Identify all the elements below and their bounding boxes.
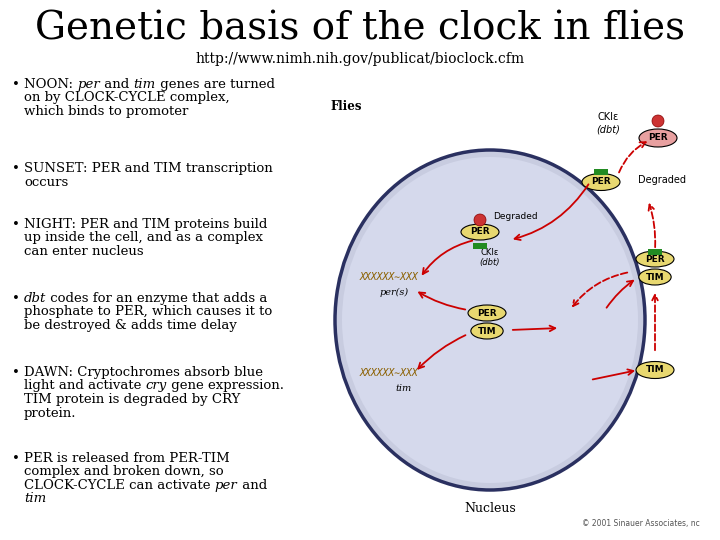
Text: •: • xyxy=(12,78,20,91)
Text: gene expression.: gene expression. xyxy=(167,380,284,393)
Text: Flies: Flies xyxy=(330,100,361,113)
Text: Nucleus: Nucleus xyxy=(464,502,516,515)
Text: TIM: TIM xyxy=(646,366,665,375)
Text: Genetic basis of the clock in flies: Genetic basis of the clock in flies xyxy=(35,10,685,47)
Text: can enter nucleus: can enter nucleus xyxy=(24,245,143,258)
Text: NOON:: NOON: xyxy=(24,78,77,91)
Ellipse shape xyxy=(636,251,674,267)
Text: TIM: TIM xyxy=(646,273,665,281)
Text: PER: PER xyxy=(477,308,497,318)
Text: tim: tim xyxy=(24,492,46,505)
Text: tim: tim xyxy=(133,78,156,91)
Ellipse shape xyxy=(342,157,638,483)
Text: SUNSET: PER and TIM transcription: SUNSET: PER and TIM transcription xyxy=(24,162,273,175)
Ellipse shape xyxy=(471,323,503,339)
Text: PER: PER xyxy=(591,178,611,186)
Text: phosphate to PER, which causes it to: phosphate to PER, which causes it to xyxy=(24,306,272,319)
Text: up inside the cell, and as a complex: up inside the cell, and as a complex xyxy=(24,232,263,245)
Text: •: • xyxy=(12,292,20,305)
Ellipse shape xyxy=(468,305,506,321)
Text: XXXXXX∼XXX: XXXXXX∼XXX xyxy=(360,272,419,282)
Text: on by CLOCK-CYCLE complex,: on by CLOCK-CYCLE complex, xyxy=(24,91,230,105)
Bar xyxy=(473,243,487,249)
Ellipse shape xyxy=(639,269,671,285)
Text: genes are turned: genes are turned xyxy=(156,78,275,91)
Text: and: and xyxy=(238,479,266,492)
Text: Degraded: Degraded xyxy=(492,212,537,221)
Text: PER is released from PER-TIM: PER is released from PER-TIM xyxy=(24,452,230,465)
Text: Degraded: Degraded xyxy=(638,175,686,185)
Text: tim: tim xyxy=(395,384,411,393)
Text: protein.: protein. xyxy=(24,407,76,420)
Circle shape xyxy=(652,115,664,127)
Text: •: • xyxy=(12,162,20,175)
Text: light and activate: light and activate xyxy=(24,380,145,393)
Text: TIM: TIM xyxy=(477,327,496,335)
Text: TIM protein is degraded by CRY: TIM protein is degraded by CRY xyxy=(24,393,240,406)
Text: NIGHT: PER and TIM proteins build: NIGHT: PER and TIM proteins build xyxy=(24,218,267,231)
Text: PER: PER xyxy=(645,254,665,264)
Text: codes for an enzyme that adds a: codes for an enzyme that adds a xyxy=(46,292,268,305)
Text: occurs: occurs xyxy=(24,176,68,188)
Circle shape xyxy=(474,214,486,226)
Bar xyxy=(648,249,662,255)
Text: CLOCK-CYCLE can activate: CLOCK-CYCLE can activate xyxy=(24,479,215,492)
Text: be destroyed & adds time delay: be destroyed & adds time delay xyxy=(24,319,237,332)
Text: CKIε: CKIε xyxy=(481,248,499,257)
Ellipse shape xyxy=(461,224,499,240)
Text: http://www.nimh.nih.gov/publicat/bioclock.cfm: http://www.nimh.nih.gov/publicat/biocloc… xyxy=(195,52,525,66)
Text: © 2001 Sinauer Associates, nc: © 2001 Sinauer Associates, nc xyxy=(582,519,700,528)
Text: •: • xyxy=(12,452,20,465)
Text: CKIε: CKIε xyxy=(598,112,618,122)
Text: •: • xyxy=(12,218,20,231)
Ellipse shape xyxy=(582,173,620,191)
Bar xyxy=(594,169,608,175)
Text: complex and broken down, so: complex and broken down, so xyxy=(24,465,224,478)
Text: cry: cry xyxy=(145,380,167,393)
Ellipse shape xyxy=(639,129,677,147)
Text: •: • xyxy=(12,366,20,379)
Text: (dbt): (dbt) xyxy=(596,124,620,134)
Text: PER: PER xyxy=(470,227,490,237)
Text: and: and xyxy=(100,78,133,91)
Text: dbt: dbt xyxy=(24,292,46,305)
Text: per: per xyxy=(77,78,100,91)
Text: XXXXXX∼XXX: XXXXXX∼XXX xyxy=(360,368,419,378)
Text: PER: PER xyxy=(648,133,668,143)
Text: (dbt): (dbt) xyxy=(480,258,500,267)
Text: DAWN: Cryptochromes absorb blue: DAWN: Cryptochromes absorb blue xyxy=(24,366,263,379)
Text: per(s): per(s) xyxy=(380,288,409,297)
Ellipse shape xyxy=(335,150,645,490)
Text: which binds to promoter: which binds to promoter xyxy=(24,105,189,118)
Ellipse shape xyxy=(636,361,674,379)
Text: per: per xyxy=(215,479,238,492)
